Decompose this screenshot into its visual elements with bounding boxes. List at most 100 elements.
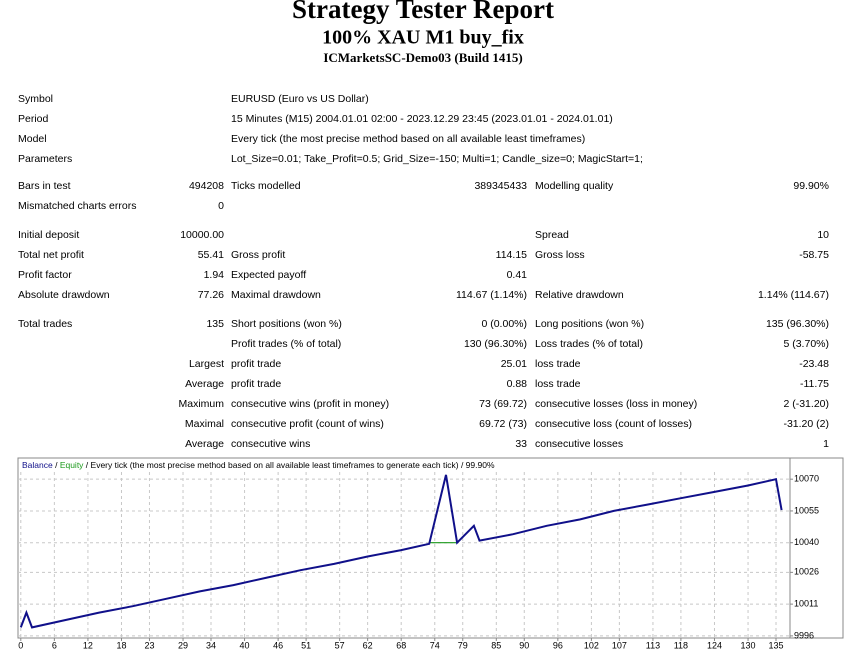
report-title: Strategy Tester Report (292, 0, 554, 24)
y-tick-label: 10055 (794, 505, 819, 515)
table-cell: consecutive wins (231, 438, 310, 450)
x-tick-label: 62 (363, 640, 373, 650)
x-tick-label: 29 (178, 640, 188, 650)
table-cell: Gross profit (231, 249, 285, 261)
y-tick-label: 10040 (794, 537, 819, 547)
x-tick-label: 74 (430, 640, 440, 650)
chart-quality: 99.90% (466, 460, 495, 470)
table-cell: Short positions (won %) (231, 318, 342, 330)
chart-header: Balance / Equity / Every tick (the most … (22, 460, 495, 470)
table-cell: 0.41 (507, 269, 528, 281)
x-tick-label: 96 (553, 640, 563, 650)
table-cell: Initial deposit (18, 229, 79, 241)
table-cell: -31.20 (2) (783, 418, 829, 430)
x-tick-label: 107 (612, 640, 627, 650)
x-tick-label: 18 (116, 640, 126, 650)
table-cell: Largest (189, 358, 224, 370)
table-cell: 1.14% (114.67) (758, 289, 829, 301)
table-cell: 0.88 (507, 378, 528, 390)
table-cell: 1 (823, 438, 829, 450)
y-tick-label: 9996 (794, 630, 814, 640)
info-label: Parameters (18, 153, 72, 165)
y-tick-label: 10070 (794, 474, 819, 484)
x-tick-label: 118 (674, 640, 688, 650)
table-cell: Ticks modelled (231, 180, 301, 192)
table-cell: consecutive loss (count of losses) (535, 418, 692, 430)
separator: / (459, 460, 466, 470)
x-tick-label: 46 (273, 640, 283, 650)
legend-entry: Equity (60, 460, 84, 470)
table-cell: 69.72 (73) (479, 418, 527, 430)
separator: / (83, 460, 90, 470)
table-cell: Average (185, 438, 224, 450)
info-value: Every tick (the most precise method base… (231, 133, 585, 145)
table-cell: loss trade (535, 358, 581, 370)
info-value: 15 Minutes (M15) 2004.01.01 02:00 - 2023… (231, 113, 613, 125)
table-cell: 114.67 (1.14%) (456, 289, 527, 301)
table-cell: 0 (0.00%) (481, 318, 527, 330)
y-tick-label: 10026 (794, 567, 819, 577)
table-cell: 114.15 (496, 249, 527, 261)
table-cell: 130 (96.30%) (464, 338, 527, 350)
table-cell: consecutive profit (count of wins) (231, 418, 384, 430)
table-cell: 135 (96.30%) (766, 318, 829, 330)
table-cell: Profit factor (18, 269, 72, 281)
table-cell: 77.26 (198, 289, 224, 301)
legend-entry: Balance (22, 460, 53, 470)
y-tick-label: 10011 (794, 598, 818, 608)
table-cell: 0 (218, 200, 224, 212)
table-cell: 5 (3.70%) (783, 338, 829, 350)
table-cell: Maximal (185, 418, 224, 430)
table-cell: Absolute drawdown (18, 289, 110, 301)
table-cell: loss trade (535, 378, 581, 390)
table-cell: 135 (206, 318, 224, 330)
x-tick-label: 130 (741, 640, 756, 650)
table-cell: consecutive losses (loss in money) (535, 398, 697, 410)
table-cell: Relative drawdown (535, 289, 624, 301)
x-tick-label: 85 (491, 640, 501, 650)
table-cell: Loss trades (% of total) (535, 338, 643, 350)
x-tick-label: 0 (18, 640, 23, 650)
series-line (19, 474, 783, 629)
table-cell: Total net profit (18, 249, 84, 261)
x-tick-label: 79 (458, 640, 468, 650)
x-tick-label: 34 (206, 640, 216, 650)
x-tick-label: 113 (646, 640, 660, 650)
info-value: Lot_Size=0.01; Take_Profit=0.5; Grid_Siz… (231, 153, 643, 165)
x-tick-label: 57 (335, 640, 345, 650)
table-cell: -11.75 (800, 378, 829, 390)
table-cell: 1.94 (204, 269, 225, 281)
table-cell: 10 (817, 229, 829, 241)
table-cell: 99.90% (793, 180, 829, 192)
x-tick-label: 12 (83, 640, 93, 650)
x-tick-label: 124 (707, 640, 722, 650)
table-cell: Average (185, 378, 224, 390)
table-cell: Mismatched charts errors (18, 200, 136, 212)
table-cell: Profit trades (% of total) (231, 338, 341, 350)
table-cell: -58.75 (799, 249, 829, 261)
table-cell: Long positions (won %) (535, 318, 644, 330)
table-cell: Bars in test (18, 180, 71, 192)
x-tick-label: 6 (52, 640, 57, 650)
table-cell: profit trade (231, 378, 281, 390)
table-cell: 25.01 (501, 358, 527, 370)
table-cell: Maximal drawdown (231, 289, 321, 301)
table-cell: 33 (515, 438, 527, 450)
x-tick-label: 102 (584, 640, 599, 650)
info-value: EURUSD (Euro vs US Dollar) (231, 93, 369, 105)
table-cell: Gross loss (535, 249, 585, 261)
x-tick-label: 90 (519, 640, 529, 650)
table-cell: Maximum (178, 398, 224, 410)
table-cell: consecutive wins (profit in money) (231, 398, 389, 410)
server: ICMarketsSC-Demo03 (Build 1415) (323, 50, 522, 65)
table-cell: -23.48 (799, 358, 829, 370)
table-cell: Total trades (18, 318, 72, 330)
table-cell: profit trade (231, 358, 281, 370)
table-cell: 10000.00 (180, 229, 224, 241)
separator: / (53, 460, 60, 470)
chart-frame (17, 457, 844, 639)
table-cell: 389345433 (474, 180, 527, 192)
table-cell: Modelling quality (535, 180, 614, 192)
info-label: Model (18, 133, 47, 145)
table-cell: Expected payoff (231, 269, 306, 281)
